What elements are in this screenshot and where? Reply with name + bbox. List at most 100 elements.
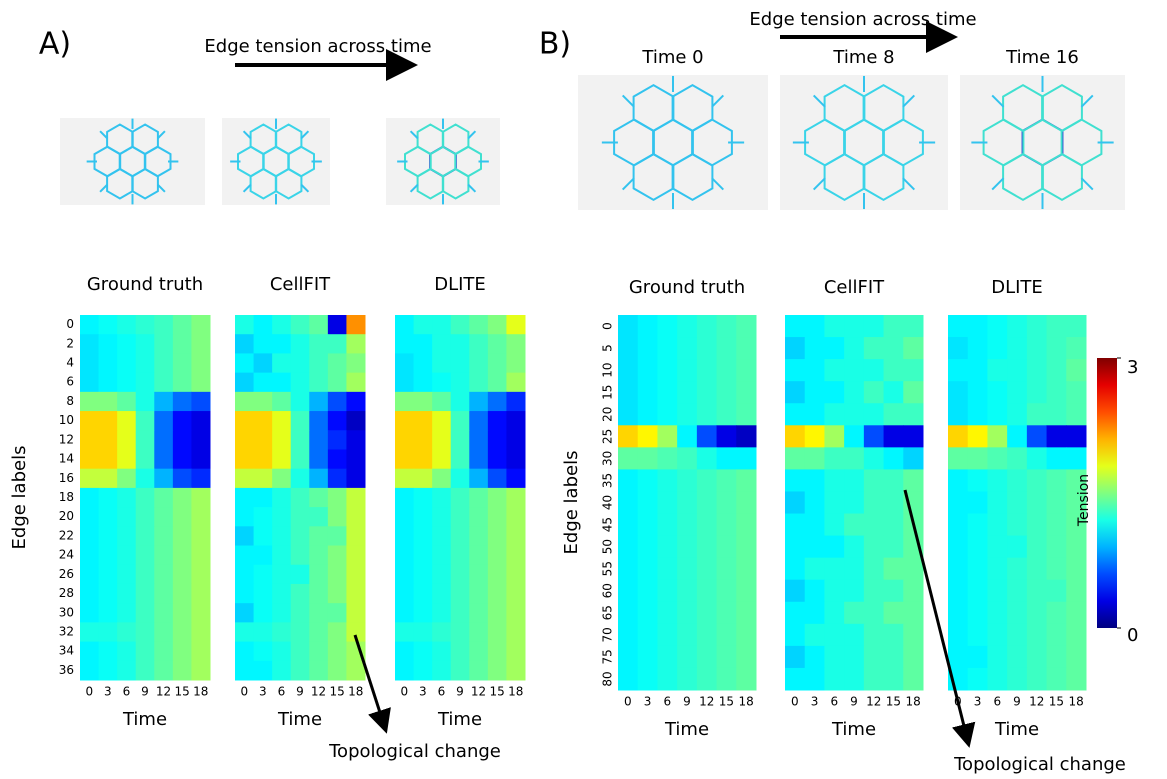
heatmap-cell [450,449,470,470]
heatmap-cell [154,545,174,566]
heatmap-cell [191,449,211,470]
heatmap-cell [967,469,988,492]
heatmap-cell [696,535,718,559]
heatmap-cell [432,603,452,623]
heatmap-cell [309,583,329,604]
x-axis-label: Time [437,709,482,730]
heatmap-cell [253,391,273,412]
heatmap-cell [413,315,433,335]
heatmap-cell [450,603,470,623]
heatmap-cell [948,469,969,492]
heatmap-cell [413,411,433,431]
heatmap-cell [135,430,155,450]
heatmap-cell [1046,513,1067,537]
heatmap-cell [1046,579,1067,603]
heatmap-cell [863,381,885,404]
heatmap-cell [135,487,155,508]
heatmap-cell [657,513,678,537]
x-tick-label: 12 [311,685,326,699]
heatmap-cell [804,491,825,515]
heatmap-cell [253,449,273,470]
heatmap-cell [117,507,137,527]
heatmap-cell [618,601,639,625]
heatmap-title: DLITE [434,274,486,295]
heatmap-cell [469,430,489,450]
heatmap-cell [98,334,118,354]
heatmap-cell [346,430,366,450]
cell [632,83,675,133]
heatmap-cell [657,667,678,691]
heatmap-cell [450,526,470,547]
heatmap-cell [677,623,698,647]
heatmap-cell [432,660,452,681]
heatmap-cell [736,579,757,603]
y-tick-label: 32 [59,624,74,638]
heatmap-cell [824,359,845,382]
heatmap-cell [863,491,885,515]
heatmap-cell [736,447,757,470]
heatmap-cell [903,425,924,448]
heatmap-cell [824,447,845,470]
heatmap-cell [863,645,885,669]
heatmap-cell [117,622,137,643]
heatmap-cell [172,372,192,393]
heatmap-cell [677,359,698,382]
heatmap-cell [506,507,526,527]
heatmap-cell [785,579,806,603]
heatmap-cell [506,334,526,354]
heatmap-cell [696,645,718,669]
heatmap-cell [824,491,845,515]
heatmap-cell [1026,359,1048,382]
heatmap-cell [235,660,255,681]
heatmap-cell [696,557,718,581]
heatmap-cell [785,381,806,404]
y-tick-label: 20 [59,509,74,523]
heatmap-cell [272,545,292,566]
y-tick-label: 75 [601,649,615,664]
heatmap-cell [657,403,678,426]
cell-edge [156,130,166,140]
heatmap-cell [844,425,865,448]
heatmap-cell [506,660,526,681]
heatmap-cell [432,353,452,374]
heatmap-cell [117,468,137,489]
heatmap-cell [135,334,155,354]
heatmap-cell [657,623,678,647]
heatmap-cell [172,603,192,623]
heatmap-cell [506,372,526,393]
heatmap-cell [948,513,969,537]
heatmap-cell [1007,447,1028,470]
heatmap-cell [253,545,273,566]
heatmap-cell [844,491,865,515]
heatmap-cell [948,557,969,581]
heatmap-cell [1026,667,1048,691]
heatmap-cell [235,315,255,335]
heatmap-cell [172,430,192,450]
heatmap-cell [272,411,292,431]
heatmap-cell [172,449,192,470]
cell-edge [300,183,310,193]
heatmap-cell [432,526,452,547]
heatmap-cell [395,391,415,412]
heatmap-cell [804,557,825,581]
heatmap-cell [117,564,137,585]
heatmap-cell [863,469,885,492]
heatmap-cell [395,353,415,374]
heatmap-cell [80,430,100,450]
heatmap-cell [395,507,415,527]
x-axis-label: Time [831,719,876,740]
heatmap-cell [657,535,678,559]
x-axis-label: Time [994,719,1039,740]
heatmap-cell [253,334,273,354]
heatmap-cell [804,381,825,404]
heatmap-cell [1046,315,1067,338]
y-axis-label: Edge labels [9,446,30,550]
heatmap-title: Ground truth [629,277,745,298]
heatmap-cell [135,583,155,604]
x-tick-label: 9 [1013,695,1021,709]
heatmap-cell [506,583,526,604]
heatmap-cell [824,579,845,603]
heatmap-cell [346,507,366,527]
cell [823,83,866,133]
cell [1002,83,1044,133]
